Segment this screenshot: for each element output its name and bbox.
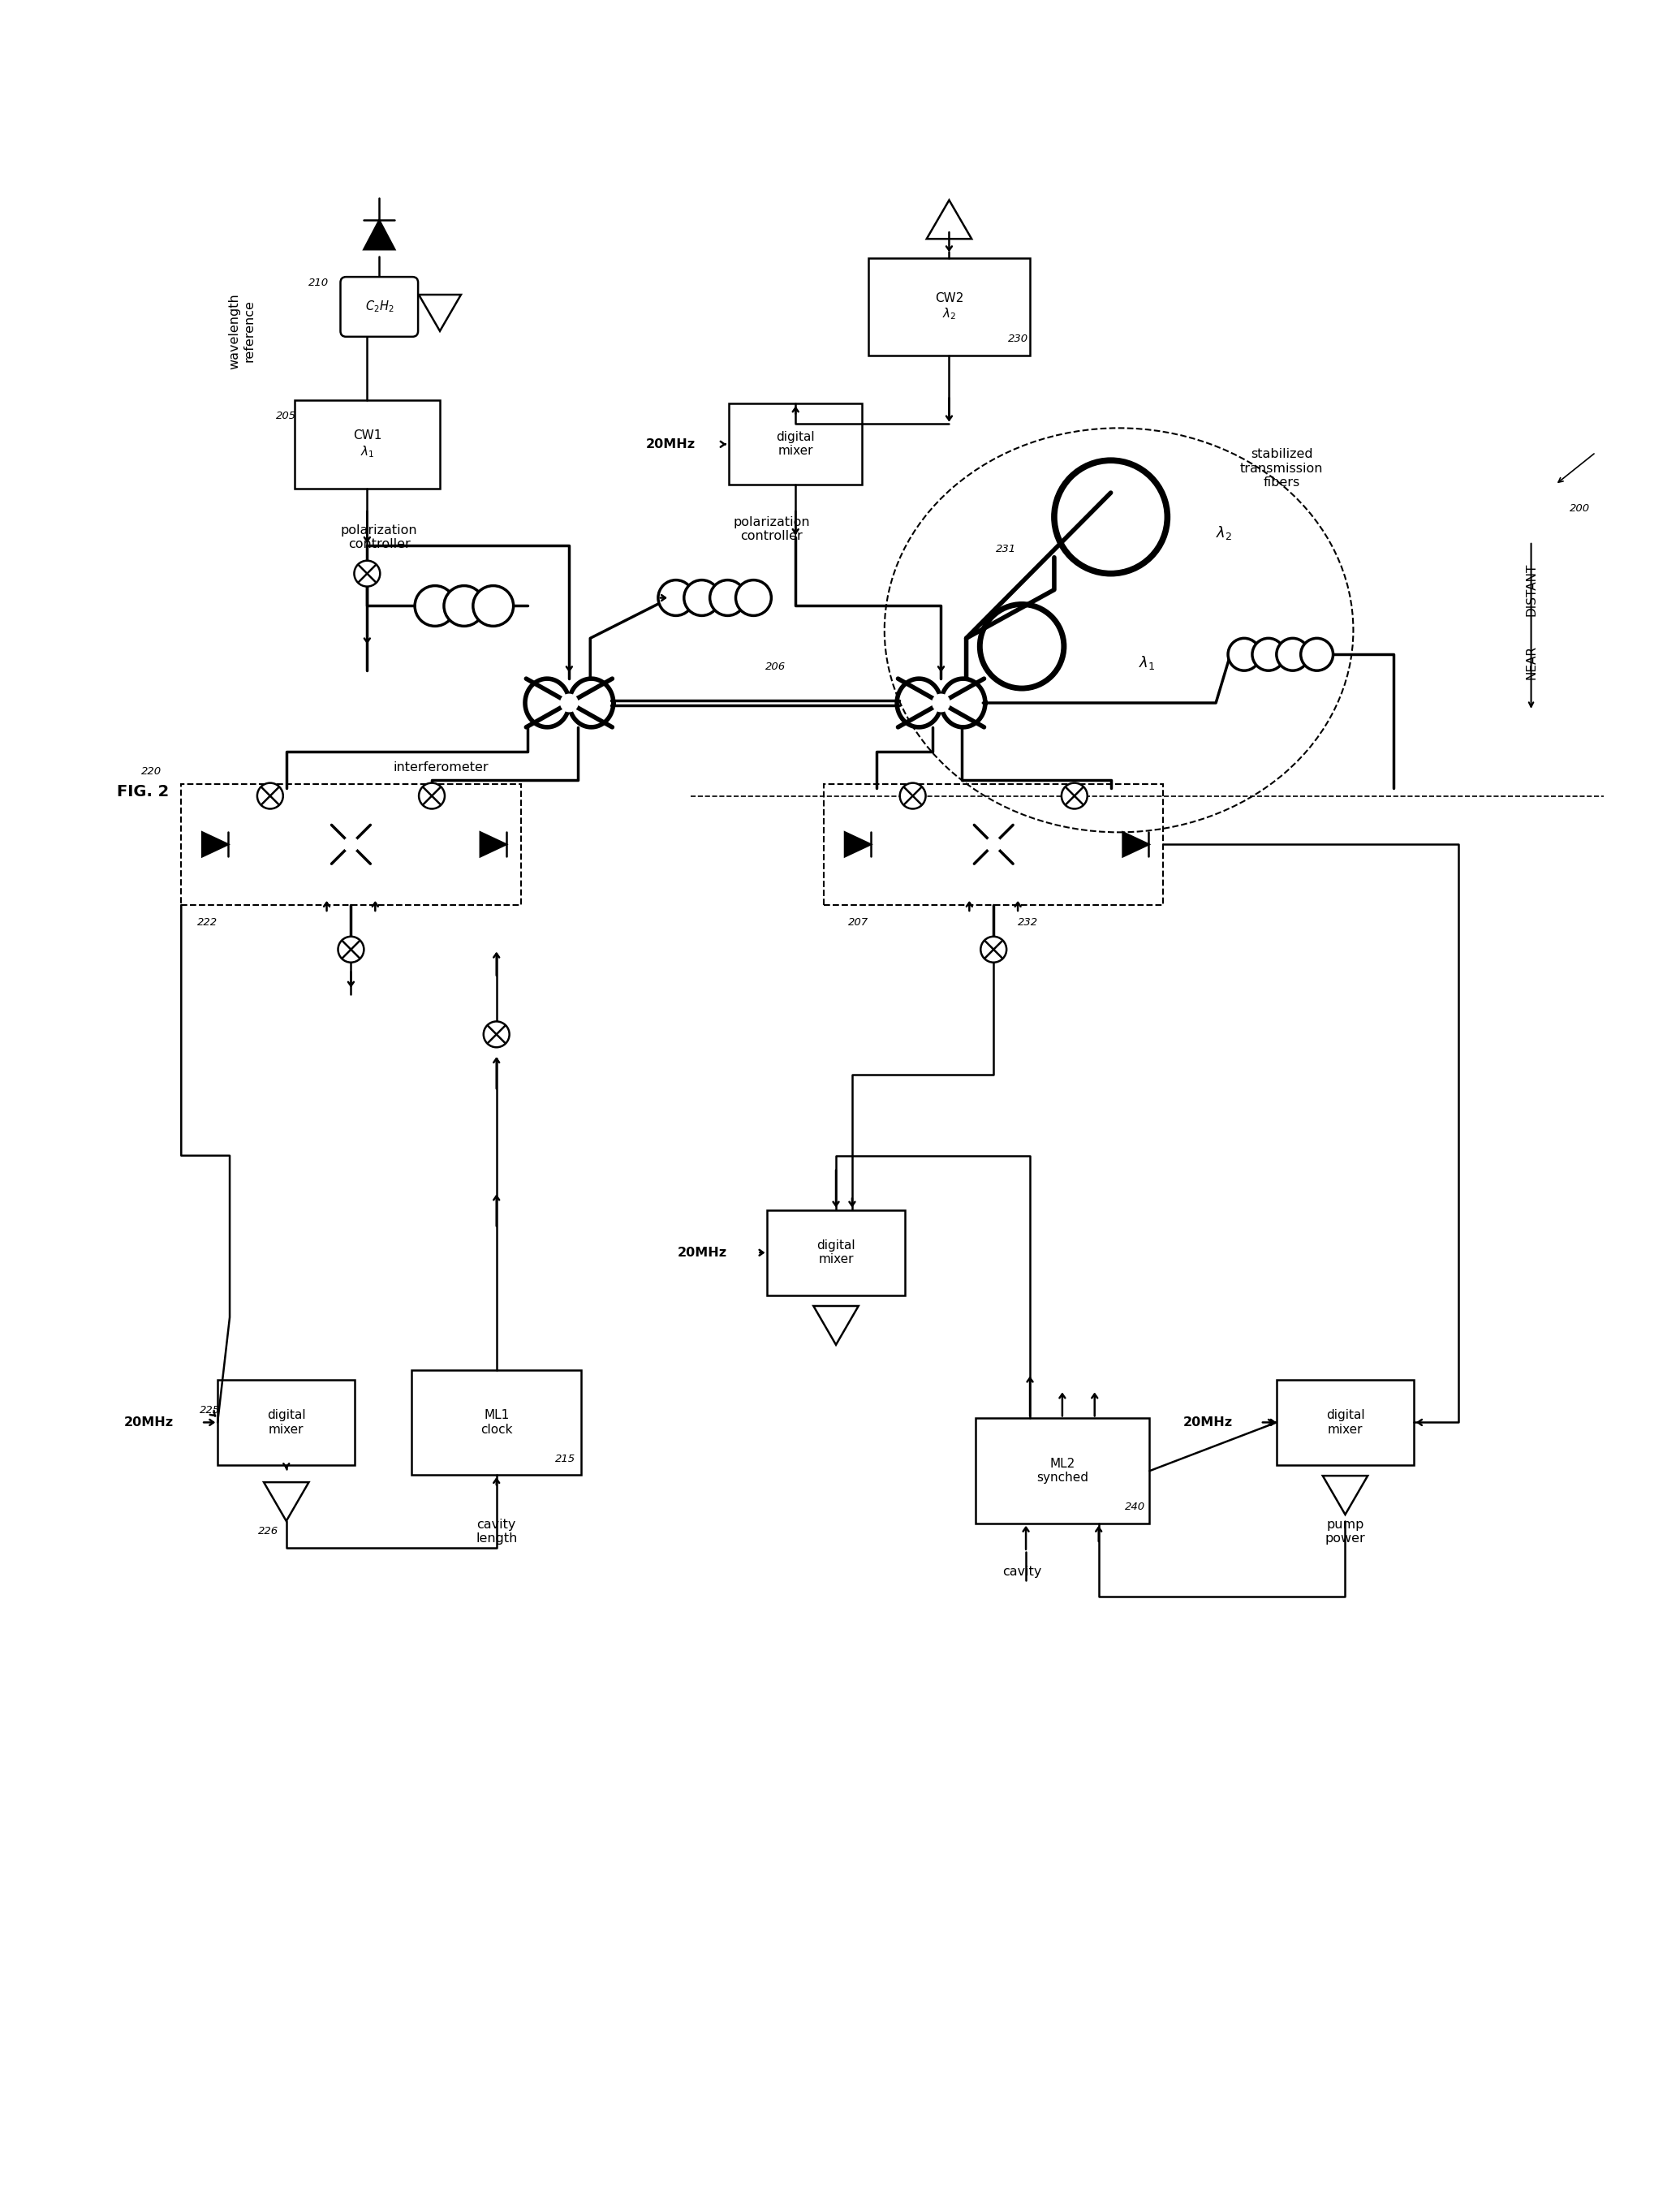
Text: 215: 215 [554,1453,575,1464]
Text: digital
mixer: digital mixer [267,1408,306,1435]
Polygon shape [845,831,870,856]
Circle shape [561,694,578,712]
Circle shape [1228,639,1260,670]
FancyBboxPatch shape [341,276,418,336]
Text: $C_2H_2$: $C_2H_2$ [365,298,393,314]
Polygon shape [365,221,395,250]
Text: cavity: cavity [1003,1565,1042,1579]
Text: 200: 200 [1569,504,1589,515]
Text: 222: 222 [197,918,218,929]
FancyBboxPatch shape [412,1371,581,1475]
Polygon shape [813,1307,858,1344]
Circle shape [484,1021,509,1048]
Circle shape [1300,639,1332,670]
FancyBboxPatch shape [729,405,862,484]
Text: digital
mixer: digital mixer [776,431,815,458]
Text: $\lambda_2$: $\lambda_2$ [1216,524,1231,542]
Circle shape [711,579,746,615]
Text: 207: 207 [848,918,869,929]
Polygon shape [927,199,971,239]
Text: 226: 226 [259,1526,279,1537]
Text: ML2
synched: ML2 synched [1037,1457,1089,1484]
Circle shape [444,586,484,626]
Circle shape [932,694,949,712]
Text: CW2
$\lambda_2$: CW2 $\lambda_2$ [934,292,963,321]
Text: pump
power: pump power [1326,1519,1366,1545]
Text: 210: 210 [309,276,329,287]
Text: 206: 206 [764,661,786,672]
Text: polarization
controller: polarization controller [341,524,418,551]
FancyBboxPatch shape [1277,1380,1415,1466]
Text: stabilized
transmission
fibers: stabilized transmission fibers [1240,449,1324,489]
Circle shape [981,937,1006,962]
Text: CW1
$\lambda_1$: CW1 $\lambda_1$ [353,429,381,460]
FancyBboxPatch shape [976,1417,1149,1523]
Polygon shape [264,1481,309,1521]
Text: 232: 232 [1018,918,1038,929]
Circle shape [986,838,1001,851]
Circle shape [1277,639,1309,670]
Text: 225: 225 [200,1404,220,1415]
FancyBboxPatch shape [768,1209,904,1296]
Circle shape [415,586,455,626]
Circle shape [344,838,358,851]
FancyBboxPatch shape [218,1380,354,1466]
Text: digital
mixer: digital mixer [1326,1408,1364,1435]
Text: 20MHz: 20MHz [677,1247,727,1258]
Text: 240: 240 [1126,1501,1146,1512]
Circle shape [736,579,771,615]
Text: polarization
controller: polarization controller [732,515,810,542]
Text: ML1
clock: ML1 clock [480,1408,512,1435]
Text: NEAR: NEAR [1525,646,1537,679]
Circle shape [418,783,445,809]
Text: wavelength
reference: wavelength reference [228,294,255,369]
FancyBboxPatch shape [294,400,440,489]
Text: DISTANT: DISTANT [1525,564,1537,617]
Text: 20MHz: 20MHz [645,438,696,451]
Circle shape [1062,783,1087,809]
Text: 20MHz: 20MHz [124,1417,173,1428]
Text: 220: 220 [141,767,161,776]
Polygon shape [1122,831,1149,856]
Text: cavity
length: cavity length [475,1519,517,1545]
Circle shape [1252,639,1285,670]
Circle shape [684,579,719,615]
Text: 231: 231 [996,544,1016,555]
Polygon shape [480,831,506,856]
Polygon shape [202,831,228,856]
Text: 205: 205 [276,411,296,422]
FancyBboxPatch shape [869,259,1030,356]
Text: 20MHz: 20MHz [1183,1417,1233,1428]
Circle shape [474,586,514,626]
Circle shape [257,783,282,809]
Text: $\lambda_1$: $\lambda_1$ [1139,654,1156,670]
Circle shape [900,783,926,809]
Circle shape [659,579,694,615]
Text: interferometer: interferometer [393,761,489,774]
Circle shape [354,562,380,586]
Polygon shape [418,294,460,332]
Text: 230: 230 [1008,334,1028,345]
Circle shape [338,937,365,962]
Polygon shape [1322,1475,1368,1515]
Text: FIG. 2: FIG. 2 [116,785,168,800]
Text: digital
mixer: digital mixer [816,1240,855,1265]
